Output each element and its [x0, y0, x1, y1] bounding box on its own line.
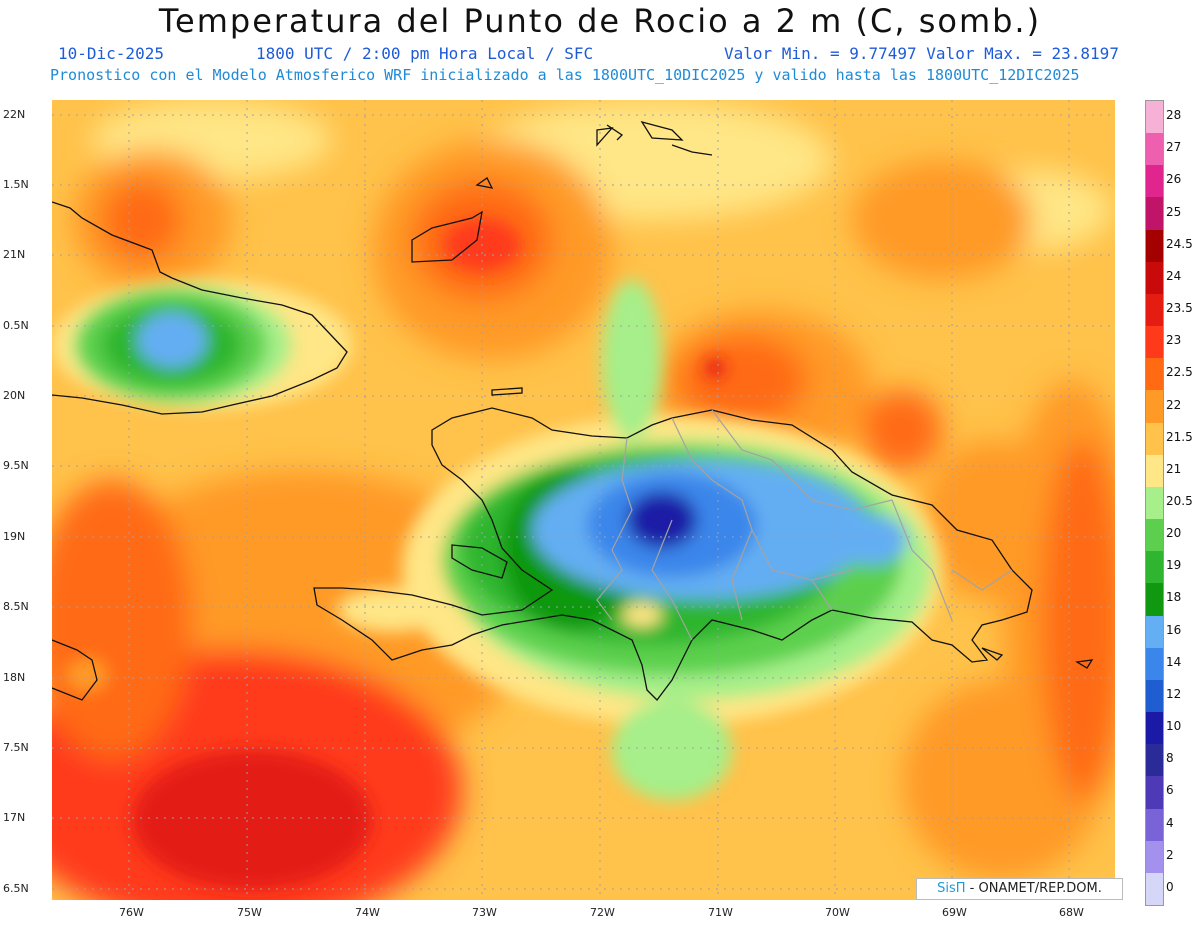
lon-label: 72W — [590, 906, 615, 919]
min-max-values: Valor Min. = 9.77497 Valor Max. = 23.819… — [724, 44, 1119, 63]
coastlines — [52, 120, 1094, 701]
lon-label: 68W — [1059, 906, 1084, 919]
lat-label: 22N — [3, 108, 26, 121]
color-scale-label: 21.5 — [1166, 429, 1193, 444]
color-scale-segment — [1146, 326, 1163, 359]
color-scale-segment — [1146, 583, 1163, 617]
color-scale-label: 18 — [1166, 590, 1182, 605]
color-scale-segment — [1146, 197, 1163, 231]
map-canvas — [52, 100, 1115, 900]
color-scale-label: 24 — [1166, 268, 1182, 283]
color-scale-label: 4 — [1166, 815, 1174, 830]
color-scale-segment — [1146, 390, 1163, 424]
lat-label: 20N — [3, 389, 26, 402]
color-scale-segment — [1146, 744, 1163, 777]
lat-label: 21N — [3, 248, 26, 261]
credit-text: - ONAMET/REP.DOM. — [969, 881, 1102, 896]
color-scale-segment — [1146, 647, 1163, 681]
color-scale-label: 22 — [1166, 397, 1182, 412]
color-scale-label: 24.5 — [1166, 236, 1193, 251]
color-scale-label: 6 — [1166, 783, 1174, 798]
color-scale-label: 20.5 — [1166, 494, 1193, 508]
color-scale-label: 8 — [1166, 751, 1174, 766]
lat-label: 8.5N — [3, 600, 29, 613]
color-scale-segment — [1146, 165, 1163, 198]
lon-label: 69W — [942, 906, 967, 919]
color-scale-label: 10 — [1166, 719, 1182, 734]
color-scale-segment — [1146, 808, 1163, 842]
color-scale-segment — [1146, 615, 1163, 649]
color-scale-label: 22.5 — [1166, 365, 1193, 380]
forecast-time: 1800 UTC / 2:00 pm Hora Local / SFC — [256, 44, 594, 63]
color-scale-segment — [1146, 101, 1163, 134]
lat-label: 0.5N — [3, 319, 29, 332]
color-scale-label: 19 — [1166, 558, 1182, 573]
color-scale-segment — [1146, 840, 1163, 874]
color-scale-bar — [1145, 100, 1164, 906]
lat-label: 19N — [3, 530, 26, 543]
color-scale-label: 28 — [1166, 108, 1182, 123]
credit-brand: SisΠ — [937, 881, 966, 896]
lon-label: 74W — [355, 906, 380, 919]
lon-label: 73W — [472, 906, 497, 919]
color-scale-segment — [1146, 454, 1163, 488]
color-scale-label: 14 — [1166, 654, 1182, 669]
color-scale-segment — [1146, 712, 1163, 745]
credit-box: SisΠ - ONAMET/REP.DOM. — [916, 878, 1123, 900]
lon-label: 76W — [119, 906, 144, 919]
color-scale-label: 12 — [1166, 686, 1182, 701]
map-grid — [52, 100, 1115, 900]
color-scale-segment — [1146, 133, 1163, 166]
color-scale-segment — [1146, 358, 1163, 391]
color-scale-segment — [1146, 422, 1163, 456]
province-boundaries — [596, 409, 1013, 641]
lon-label: 71W — [708, 906, 733, 919]
color-scale-label: 23 — [1166, 333, 1182, 348]
dewpoint-map — [52, 100, 1115, 900]
lat-label: 7.5N — [3, 741, 29, 754]
lat-label: 6.5N — [3, 882, 29, 895]
color-scale-label: 26 — [1166, 172, 1182, 187]
field-detail — [52, 219, 942, 890]
color-scale-segment — [1146, 776, 1163, 810]
lat-label: 18N — [3, 671, 26, 684]
lon-label: 70W — [825, 906, 850, 919]
color-scale-segment — [1146, 679, 1163, 713]
color-scale-segment — [1146, 519, 1163, 552]
color-scale-segment — [1146, 293, 1163, 327]
color-scale-label: 0 — [1166, 879, 1174, 894]
color-scale-segment — [1146, 486, 1163, 520]
color-scale-segment — [1146, 551, 1163, 584]
color-scale-segment — [1146, 229, 1163, 263]
map-title: Temperatura del Punto de Rocio a 2 m (C,… — [158, 2, 1042, 40]
color-scale-label: 16 — [1166, 622, 1182, 637]
color-scale-label: 25 — [1166, 204, 1182, 219]
forecast-date: 10-Dic-2025 — [58, 44, 164, 63]
lat-label: 17N — [3, 811, 26, 824]
lat-label: 1.5N — [3, 178, 29, 191]
model-description: Pronostico con el Modelo Atmosferico WRF… — [50, 66, 1080, 84]
lon-label: 75W — [237, 906, 262, 919]
color-scale-label: 21 — [1166, 461, 1182, 476]
color-scale-label: 23.5 — [1166, 301, 1193, 316]
color-scale-label: 2 — [1166, 847, 1174, 862]
color-scale-segment — [1146, 261, 1163, 295]
color-scale-segment — [1146, 872, 1163, 906]
color-scale-label: 27 — [1166, 140, 1182, 155]
color-scale-label: 20 — [1166, 526, 1182, 541]
lat-label: 9.5N — [3, 459, 29, 472]
